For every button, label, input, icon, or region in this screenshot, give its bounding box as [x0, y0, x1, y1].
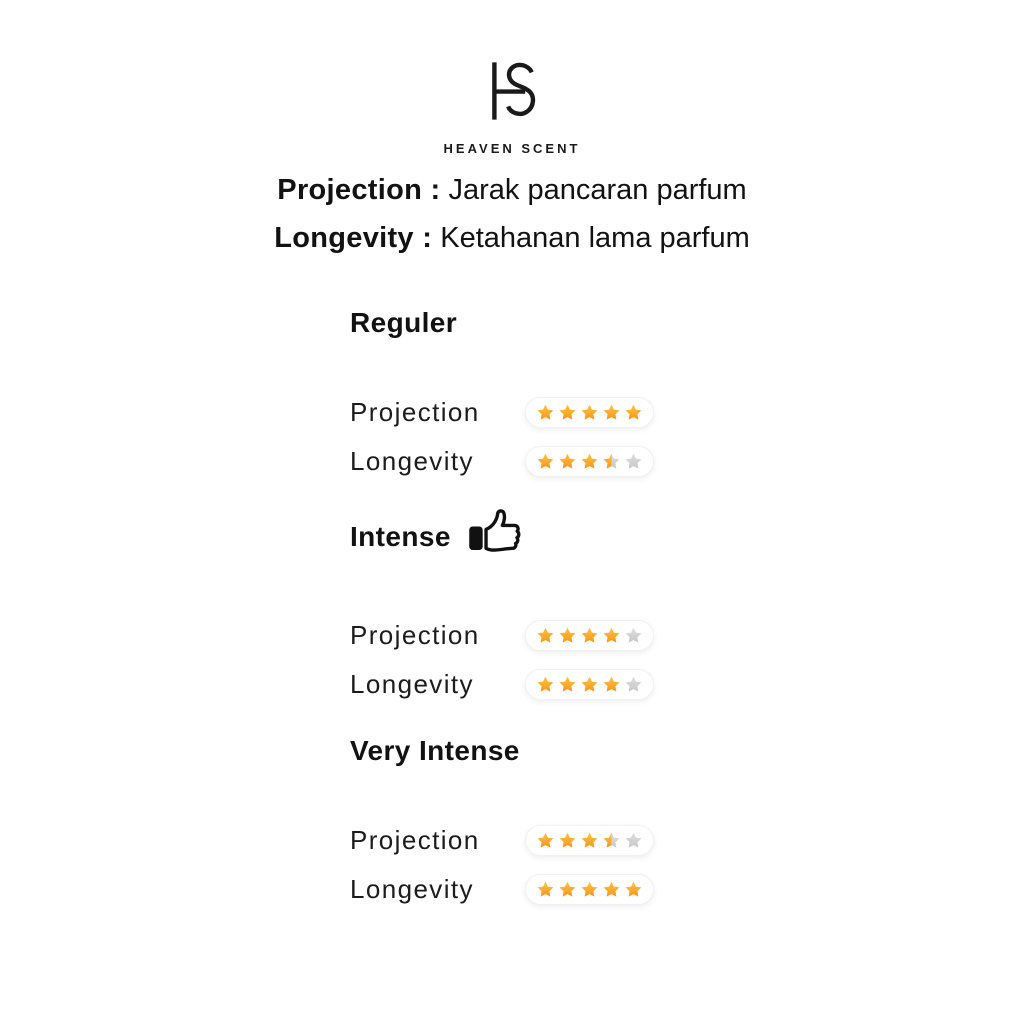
star-icon-full	[581, 676, 598, 692]
star-icon-full	[537, 404, 554, 420]
section-title-text: Reguler	[350, 307, 458, 338]
star-icon-half	[603, 453, 620, 469]
section-intense: Intense Projection Longevity	[350, 509, 790, 700]
brand-logo: HEAVEN SCENT	[0, 42, 1024, 156]
legend-term: Longevity :	[274, 222, 433, 254]
legend-definition: Ketahanan lama parfum	[440, 222, 750, 254]
star-icon-full	[581, 627, 598, 643]
star-rating	[525, 446, 654, 477]
star-icon-full	[603, 881, 620, 897]
star-icon-full	[537, 453, 554, 469]
rating-rows: Projection Longevity	[350, 825, 790, 905]
star-icon-empty	[625, 627, 642, 643]
star-rating	[525, 397, 654, 428]
rating-label: Projection	[350, 825, 480, 855]
section-title: Reguler	[350, 306, 790, 340]
star-icon-full	[537, 676, 554, 692]
rating-rows: Projection Longevity	[350, 620, 790, 700]
legend-line-longevity: Longevity : Ketahanan lama parfum	[0, 214, 1024, 262]
legend: Projection : Jarak pancaran parfum Longe…	[0, 166, 1024, 262]
rating-label: Longevity	[350, 446, 474, 476]
star-icon-full	[625, 881, 642, 897]
star-icon-full	[581, 832, 598, 848]
legend-definition: Jarak pancaran parfum	[448, 174, 747, 206]
star-icon-empty	[625, 832, 642, 848]
section-reguler: Reguler Projection Longevity	[350, 306, 790, 477]
rating-row: Longevity	[350, 446, 790, 477]
brand-name: HEAVEN SCENT	[443, 141, 581, 156]
rating-label: Projection	[350, 620, 480, 650]
rating-label: Longevity	[350, 669, 474, 699]
star-icon-full	[559, 881, 576, 897]
star-icon-full	[625, 404, 642, 420]
star-icon-empty	[625, 453, 642, 469]
star-icon-full	[537, 832, 554, 848]
star-icon-full	[537, 627, 554, 643]
star-icon-full	[559, 676, 576, 692]
star-icon-full	[581, 453, 598, 469]
legend-term: Projection :	[277, 174, 441, 206]
star-icon-full	[537, 881, 554, 897]
rating-label: Longevity	[350, 874, 474, 904]
rating-row: Projection	[350, 825, 790, 856]
star-rating	[525, 825, 654, 856]
section-title-text: Intense	[350, 521, 451, 552]
star-icon-full	[603, 627, 620, 643]
star-icon-full	[559, 453, 576, 469]
section-title-text: Very Intense	[350, 735, 520, 766]
star-rating	[525, 669, 654, 700]
star-icon-full	[581, 404, 598, 420]
rating-row: Projection	[350, 397, 790, 428]
rating-row: Longevity	[350, 669, 790, 700]
star-icon-full	[581, 881, 598, 897]
star-icon-full	[603, 404, 620, 420]
section-title: Very Intense	[350, 734, 790, 768]
legend-line-projection: Projection : Jarak pancaran parfum	[0, 166, 1024, 214]
star-icon-full	[603, 676, 620, 692]
star-icon-empty	[625, 676, 642, 692]
star-icon-half	[603, 832, 620, 848]
rating-rows: Projection Longevity	[350, 397, 790, 477]
section-title: Intense	[350, 509, 790, 563]
rating-row: Longevity	[350, 874, 790, 905]
hs-monogram-icon	[492, 62, 536, 120]
star-icon-full	[559, 832, 576, 848]
thumbs-up-icon	[469, 509, 521, 552]
star-icon-full	[559, 404, 576, 420]
rating-row: Projection	[350, 620, 790, 651]
star-rating	[525, 620, 654, 651]
rating-label: Projection	[350, 397, 480, 427]
ratings-content: Reguler Projection Longevity Intense	[350, 306, 790, 923]
star-icon-full	[559, 627, 576, 643]
star-rating	[525, 874, 654, 905]
section-very-intense: Very Intense Projection Longevity	[350, 734, 790, 905]
